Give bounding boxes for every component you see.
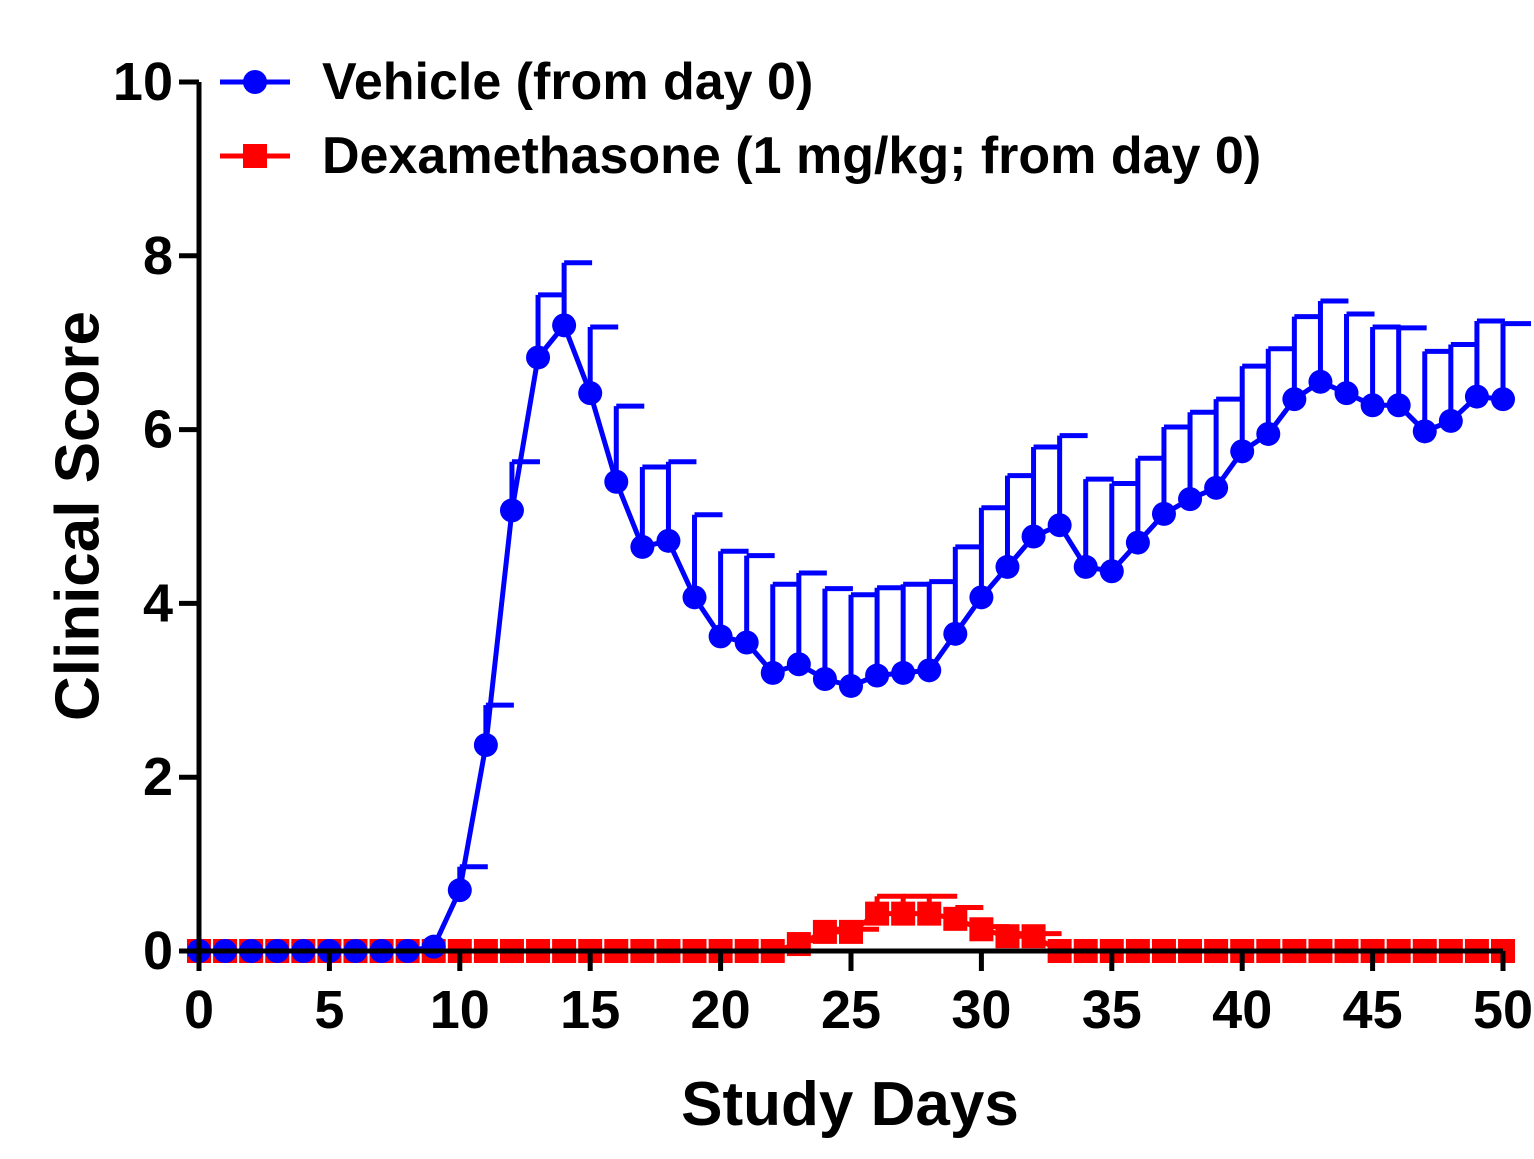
data-point-vehicle xyxy=(1047,513,1072,538)
data-point-vehicle xyxy=(1021,524,1046,549)
x-tick-label: 25 xyxy=(821,980,881,1040)
series-vehicle xyxy=(187,260,1531,963)
data-point-vehicle xyxy=(1464,384,1489,409)
data-point-vehicle xyxy=(839,673,863,698)
x-tick-label: 15 xyxy=(560,980,620,1040)
data-point-vehicle xyxy=(499,498,524,523)
data-point-vehicle xyxy=(1099,559,1124,584)
data-point-vehicle xyxy=(578,381,603,406)
data-point-vehicle xyxy=(1360,393,1385,418)
data-point-vehicle xyxy=(760,660,785,685)
data-point-dexamethasone xyxy=(812,919,837,944)
data-point-vehicle xyxy=(786,652,811,677)
data-point-vehicle xyxy=(1125,530,1150,555)
data-point-vehicle xyxy=(917,658,942,683)
data-point-dexamethasone xyxy=(917,901,942,926)
data-point-vehicle xyxy=(1256,421,1281,446)
y-tick-label: 0 xyxy=(143,921,173,981)
data-point-dexamethasone xyxy=(865,901,890,926)
legend-dexamethasone-label: Dexamethasone (1 mg/kg; from day 0) xyxy=(322,127,1261,185)
data-point-vehicle xyxy=(1073,554,1098,579)
y-tick-label: 6 xyxy=(143,400,173,460)
data-point-dexamethasone xyxy=(995,924,1020,949)
y-tick-label: 10 xyxy=(113,52,173,112)
data-point-vehicle xyxy=(552,313,577,338)
data-point-dexamethasone xyxy=(1021,924,1046,949)
data-point-vehicle xyxy=(656,528,681,553)
data-point-vehicle xyxy=(447,878,472,903)
data-point-vehicle xyxy=(1438,408,1463,433)
data-point-vehicle xyxy=(943,621,968,646)
x-tick-label: 0 xyxy=(184,980,214,1040)
data-point-vehicle xyxy=(995,554,1020,579)
data-point-dexamethasone xyxy=(839,919,863,944)
x-tick-label: 45 xyxy=(1343,980,1403,1040)
data-point-vehicle xyxy=(1491,387,1515,412)
data-point-vehicle xyxy=(865,663,890,688)
data-point-vehicle xyxy=(1308,369,1333,394)
x-tick-label: 10 xyxy=(430,980,490,1040)
data-point-vehicle xyxy=(891,660,916,685)
legend-dexamethasone-marker xyxy=(243,144,267,168)
data-point-dexamethasone xyxy=(943,906,968,931)
x-tick-label: 50 xyxy=(1473,980,1533,1040)
data-point-vehicle xyxy=(1386,393,1411,418)
data-point-vehicle xyxy=(1282,387,1307,412)
data-point-dexamethasone xyxy=(969,917,994,942)
x-axis-title: Study Days xyxy=(681,1070,1019,1139)
x-tick-label: 35 xyxy=(1082,980,1142,1040)
data-point-vehicle xyxy=(630,534,655,559)
data-point-vehicle xyxy=(604,469,629,494)
data-point-vehicle xyxy=(473,733,498,758)
data-point-vehicle xyxy=(1230,439,1255,464)
legend-vehicle-label: Vehicle (from day 0) xyxy=(322,53,813,111)
data-point-vehicle xyxy=(1178,487,1203,512)
y-axis-title: Clinical Score xyxy=(44,311,113,721)
data-point-vehicle xyxy=(734,630,759,655)
x-tick-label: 30 xyxy=(951,980,1011,1040)
ticks-layer: 0 2 4 6 8 10 0 5 10 15 20 25 30 35 40 45 50 xyxy=(113,52,1533,1040)
x-tick-label: 20 xyxy=(691,980,751,1040)
axes-layer xyxy=(196,82,1503,954)
data-point-vehicle xyxy=(1151,501,1176,526)
data-point-vehicle xyxy=(682,585,707,610)
data-point-vehicle xyxy=(1334,381,1359,406)
legend: Vehicle (from day 0) Dexamethasone (1 mg… xyxy=(220,53,1261,185)
series-layer xyxy=(187,260,1531,963)
x-tick-label: 40 xyxy=(1212,980,1272,1040)
data-point-vehicle xyxy=(421,934,446,959)
y-tick-label: 2 xyxy=(143,747,173,807)
data-point-vehicle xyxy=(1204,475,1229,500)
data-point-vehicle xyxy=(812,667,837,692)
data-point-vehicle xyxy=(526,345,551,370)
data-point-vehicle xyxy=(969,585,994,610)
legend-vehicle-marker xyxy=(243,70,267,94)
y-tick-label: 4 xyxy=(143,573,173,633)
data-point-vehicle xyxy=(708,624,733,649)
data-point-dexamethasone xyxy=(891,901,916,926)
data-point-vehicle xyxy=(1412,419,1437,444)
y-tick-label: 8 xyxy=(143,226,173,286)
x-tick-label: 5 xyxy=(314,980,344,1040)
